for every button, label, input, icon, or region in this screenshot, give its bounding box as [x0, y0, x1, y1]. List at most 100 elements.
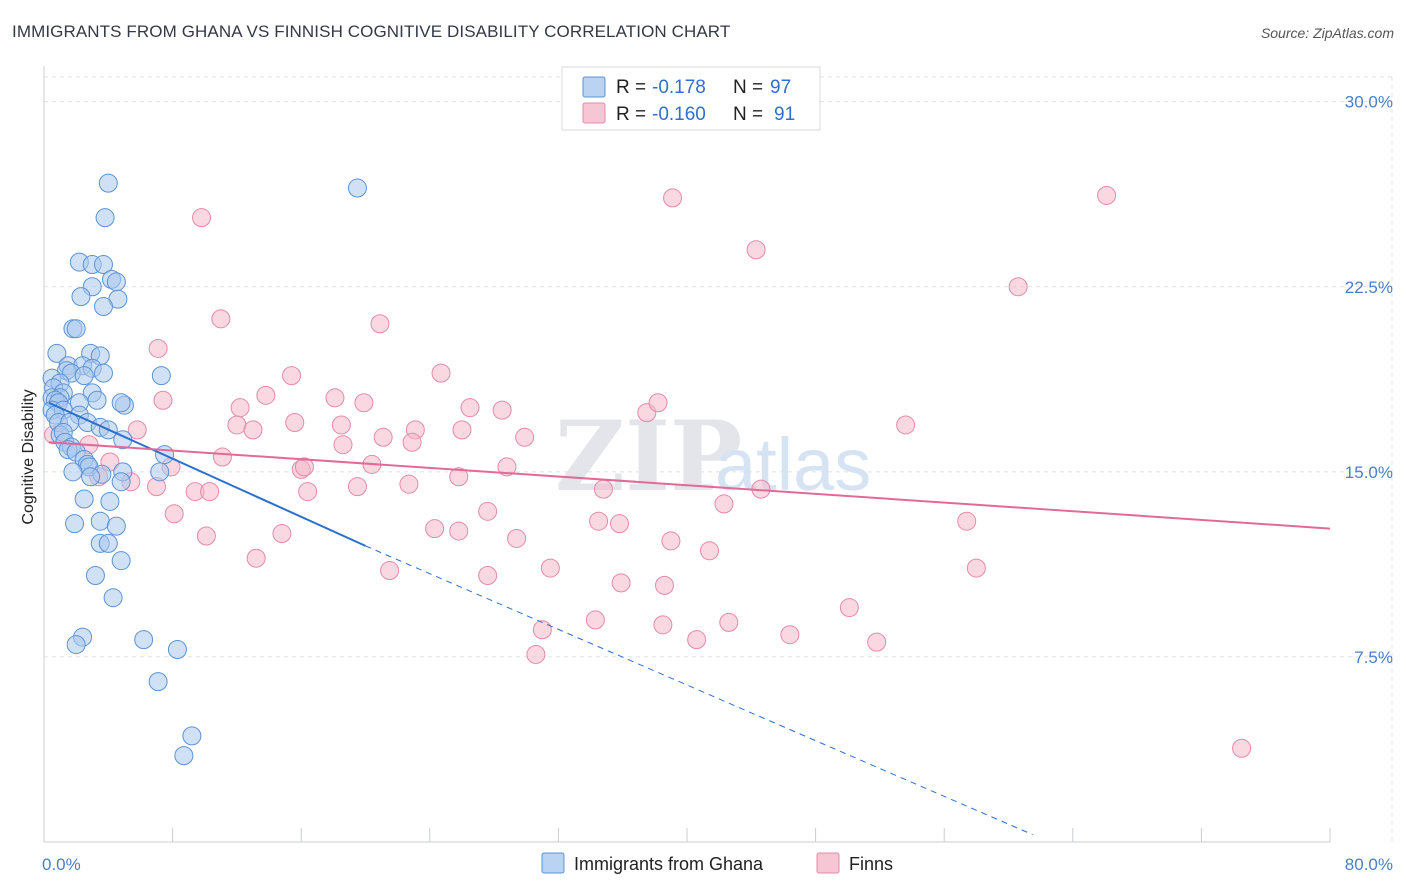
ghana-point-2 — [95, 208, 115, 228]
finns-point-21 — [331, 415, 351, 435]
finns-point-62 — [661, 531, 681, 551]
bottom-legend-swatch-ghana — [541, 852, 565, 874]
ghana-trend-line — [48, 401, 366, 547]
x-tick-label-min: 0.0% — [42, 855, 81, 874]
finns-point-54 — [957, 511, 977, 531]
legend-n-value-finns: 91 — [774, 104, 795, 125]
finns-point-63 — [700, 541, 720, 561]
finns-point-68 — [611, 573, 631, 593]
finns-point-79 — [526, 644, 546, 664]
finns-point-18 — [230, 398, 250, 418]
ghana-point-71 — [111, 551, 131, 571]
bottom-legend: Immigrants from Ghana Finns — [541, 852, 893, 874]
finns-point-51 — [164, 504, 184, 524]
legend-swatch-ghana — [582, 76, 606, 98]
finns-point-60 — [196, 526, 216, 546]
finns-point-46 — [347, 477, 367, 497]
ghana-point-14 — [47, 343, 67, 363]
y-tick-labels: 7.5% 15.0% 22.5% 30.0% — [1345, 93, 1393, 667]
finns-point-13 — [153, 390, 173, 410]
finns-point-58 — [449, 521, 469, 541]
legend-r-label-ghana: R = — [616, 77, 646, 98]
ghana-point-23 — [93, 363, 113, 383]
ghana-points — [42, 173, 367, 766]
finns-point-12 — [460, 398, 480, 418]
finns-point-74 — [719, 612, 739, 632]
ghana-point-78 — [148, 672, 168, 692]
ghana-point-67 — [65, 514, 85, 534]
legend-box: R = -0.178 N = 97 R = -0.160 N = 91 — [561, 66, 821, 131]
ghana-trend-extension — [365, 545, 1033, 836]
ghana-point-9 — [71, 287, 91, 307]
finns-point-75 — [780, 625, 800, 645]
ghana-point-1 — [347, 178, 367, 198]
ghana-point-64 — [74, 489, 94, 509]
finns-point-0 — [1097, 185, 1117, 205]
chart-title: IMMIGRANTS FROM GHANA VS FINNISH COGNITI… — [12, 22, 731, 41]
finns-point-15 — [492, 400, 512, 420]
finns-point-27 — [515, 427, 535, 447]
finns-point-53 — [714, 494, 734, 514]
ghana-point-77 — [167, 640, 187, 660]
finns-point-57 — [425, 519, 445, 539]
finns-point-29 — [333, 435, 353, 455]
ghana-point-70 — [98, 533, 118, 553]
legend-r-value-finns: -0.160 — [652, 104, 706, 125]
watermark: ZIP atlas — [555, 400, 871, 513]
ghana-point-7 — [106, 272, 126, 292]
finns-point-8 — [431, 363, 451, 383]
finns-point-78 — [687, 630, 707, 650]
source-label: Source: ZipAtlas.com — [1260, 25, 1394, 41]
bottom-legend-label-finns: Finns — [849, 854, 893, 874]
finns-point-67 — [540, 558, 560, 578]
finns-point-9 — [282, 366, 302, 386]
ghana-point-74 — [134, 630, 154, 650]
finns-point-44 — [200, 482, 220, 502]
ghana-point-22 — [74, 366, 94, 386]
finns-point-70 — [966, 558, 986, 578]
finns-point-10 — [256, 385, 276, 405]
bottom-legend-label-ghana: Immigrants from Ghana — [574, 854, 764, 874]
finns-point-35 — [212, 447, 232, 467]
finns-point-52 — [478, 501, 498, 521]
ghana-point-80 — [174, 746, 194, 766]
ghana-point-79 — [182, 726, 202, 746]
ghana-point-72 — [85, 565, 105, 585]
finns-point-6 — [370, 314, 390, 334]
ghana-point-66 — [90, 511, 110, 531]
finns-point-72 — [532, 620, 552, 640]
finns-point-20 — [285, 412, 305, 432]
finns-point-59 — [272, 524, 292, 544]
ghana-point-13 — [66, 319, 86, 339]
finns-point-71 — [585, 610, 605, 630]
y-tick-label-0: 7.5% — [1354, 648, 1393, 667]
finns-point-55 — [589, 511, 609, 531]
finns-point-23 — [243, 420, 263, 440]
ghana-point-76 — [66, 635, 86, 655]
ghana-point-65 — [100, 491, 120, 511]
ghana-point-73 — [103, 588, 123, 608]
ghana-point-37 — [111, 393, 131, 413]
finns-point-65 — [380, 561, 400, 581]
watermark-atlas: atlas — [715, 423, 871, 506]
y-tick-label-1: 15.0% — [1345, 463, 1393, 482]
finns-point-37 — [294, 457, 314, 477]
finns-point-76 — [839, 598, 859, 618]
finns-point-41 — [399, 474, 419, 494]
legend-r-label-finns: R = — [616, 104, 646, 125]
finns-point-40 — [449, 467, 469, 487]
finns-point-64 — [246, 548, 266, 568]
x-tick-labels: 0.0% 80.0% — [42, 855, 1393, 874]
ghana-point-0 — [98, 173, 118, 193]
finns-point-39 — [497, 457, 517, 477]
finns-point-26 — [452, 420, 472, 440]
legend-swatch-finns — [582, 102, 606, 124]
finns-point-25 — [373, 427, 393, 447]
finns-point-4 — [1008, 277, 1028, 297]
ghana-point-5 — [93, 255, 113, 275]
finns-point-17 — [648, 393, 668, 413]
finns-point-69 — [654, 575, 674, 595]
finns-trend-line — [48, 441, 1331, 530]
y-tick-label-2: 22.5% — [1345, 278, 1393, 297]
